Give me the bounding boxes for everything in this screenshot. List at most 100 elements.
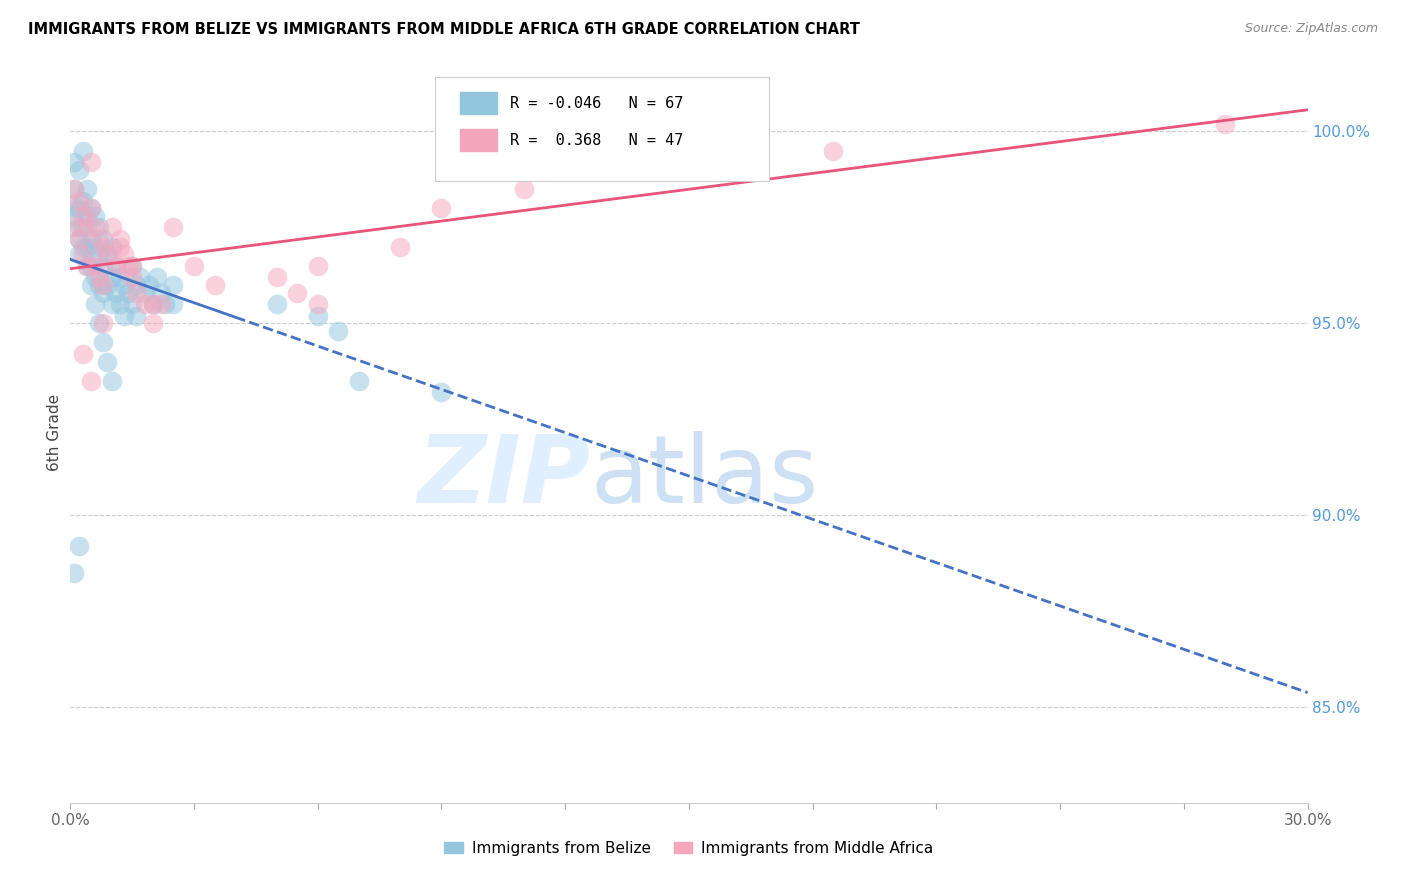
Point	[121, 297, 143, 311]
Point	[63, 566, 86, 580]
Point	[138, 277, 160, 292]
Point	[285, 285, 308, 300]
Point	[162, 277, 184, 292]
Point	[104, 259, 127, 273]
Point	[72, 247, 94, 261]
Point	[84, 239, 107, 253]
Point	[63, 155, 86, 169]
Point	[100, 220, 122, 235]
Point	[100, 270, 122, 285]
Point	[108, 270, 131, 285]
Point	[63, 209, 86, 223]
Point	[84, 270, 107, 285]
Point	[89, 232, 111, 246]
Point	[121, 259, 143, 273]
Point	[266, 297, 288, 311]
Point	[146, 270, 169, 285]
Point	[84, 220, 107, 235]
Text: R = -0.046   N = 67: R = -0.046 N = 67	[509, 95, 683, 111]
Point	[67, 194, 90, 208]
Text: IMMIGRANTS FROM BELIZE VS IMMIGRANTS FROM MIDDLE AFRICA 6TH GRADE CORRELATION CH: IMMIGRANTS FROM BELIZE VS IMMIGRANTS FRO…	[28, 22, 860, 37]
Point	[150, 297, 173, 311]
Point	[91, 277, 114, 292]
Point	[80, 201, 103, 215]
Point	[76, 209, 98, 223]
Point	[699, 155, 721, 169]
Point	[67, 220, 90, 235]
Point	[104, 285, 127, 300]
Point	[67, 247, 90, 261]
Point	[307, 309, 329, 323]
Point	[142, 297, 165, 311]
Point	[150, 285, 173, 300]
Text: atlas: atlas	[591, 431, 818, 523]
Point	[72, 239, 94, 253]
Point	[76, 259, 98, 273]
Point	[595, 144, 617, 158]
Point	[307, 259, 329, 273]
Point	[76, 239, 98, 253]
Point	[328, 324, 350, 338]
Point	[67, 162, 90, 177]
Point	[430, 385, 453, 400]
Point	[108, 239, 131, 253]
Point	[89, 270, 111, 285]
Point	[129, 270, 152, 285]
FancyBboxPatch shape	[460, 92, 498, 114]
Point	[266, 270, 288, 285]
Point	[112, 309, 135, 323]
Point	[104, 259, 127, 273]
Point	[80, 232, 103, 246]
Point	[80, 201, 103, 215]
Point	[100, 239, 122, 253]
Point	[100, 374, 122, 388]
Point	[76, 220, 98, 235]
Point	[389, 239, 412, 253]
Point	[89, 277, 111, 292]
Point	[72, 220, 94, 235]
Point	[63, 182, 86, 196]
Point	[112, 277, 135, 292]
Point	[72, 144, 94, 158]
Point	[307, 297, 329, 311]
Point	[76, 182, 98, 196]
Point	[67, 539, 90, 553]
Point	[80, 374, 103, 388]
Point	[125, 309, 148, 323]
Point	[63, 220, 86, 235]
Point	[84, 209, 107, 223]
Point	[142, 316, 165, 330]
FancyBboxPatch shape	[460, 129, 498, 152]
Point	[96, 247, 118, 261]
Point	[89, 220, 111, 235]
Point	[162, 297, 184, 311]
Point	[63, 201, 86, 215]
Text: Source: ZipAtlas.com: Source: ZipAtlas.com	[1244, 22, 1378, 36]
Point	[117, 285, 139, 300]
Point	[117, 259, 139, 273]
Point	[76, 259, 98, 273]
Point	[100, 297, 122, 311]
Point	[1213, 117, 1236, 131]
Point	[112, 247, 135, 261]
Point	[183, 259, 205, 273]
Text: ZIP: ZIP	[418, 431, 591, 523]
Point	[121, 259, 143, 273]
Point	[80, 259, 103, 273]
Point	[91, 335, 114, 350]
Point	[63, 182, 86, 196]
Point	[134, 297, 156, 311]
Point	[108, 297, 131, 311]
Point	[72, 194, 94, 208]
Point	[134, 285, 156, 300]
Point	[125, 285, 148, 300]
Point	[96, 277, 118, 292]
Point	[72, 209, 94, 223]
Point	[89, 247, 111, 261]
Point	[91, 316, 114, 330]
Point	[125, 277, 148, 292]
Point	[121, 270, 143, 285]
Point	[91, 285, 114, 300]
FancyBboxPatch shape	[436, 78, 769, 181]
Point	[347, 374, 370, 388]
